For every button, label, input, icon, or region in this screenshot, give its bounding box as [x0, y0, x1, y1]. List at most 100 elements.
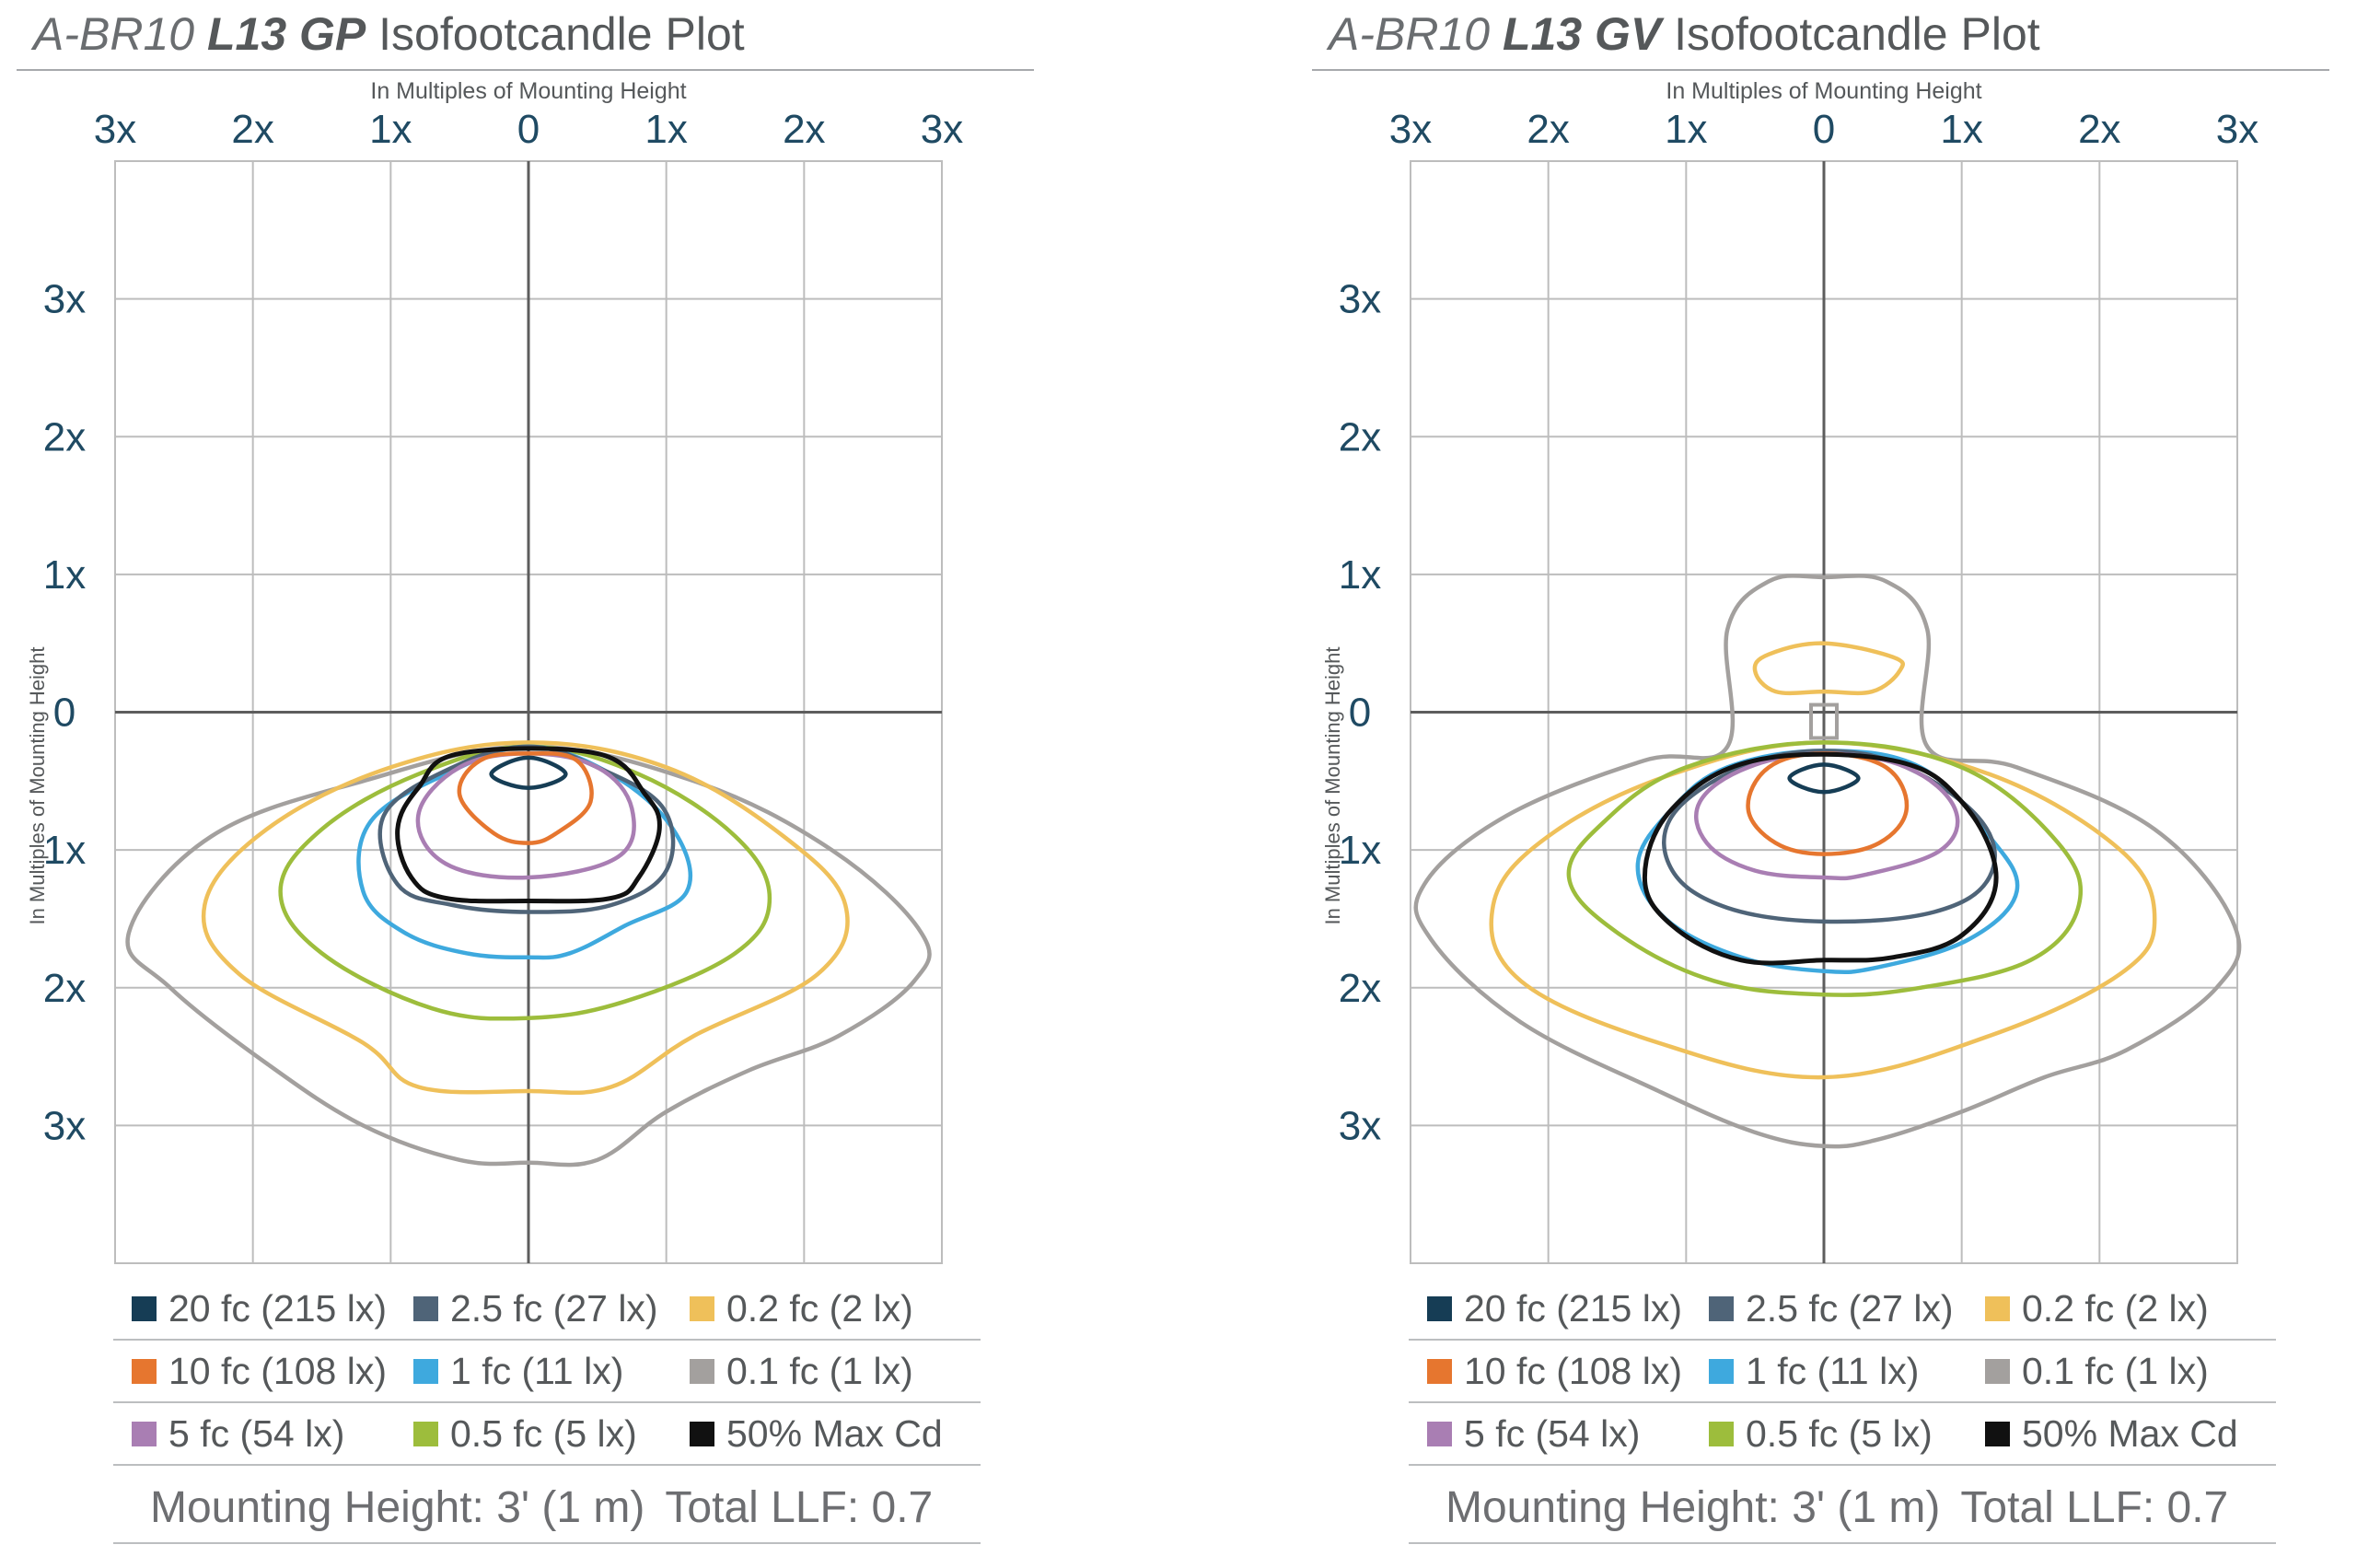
legend-label: 20 fc (215 lx)	[1464, 1286, 1682, 1330]
y-tick-label: 1x	[43, 552, 86, 598]
legend-label: 50% Max Cd	[726, 1411, 943, 1455]
legend-label: 2.5 fc (27 lx)	[1746, 1286, 1954, 1330]
legend-swatch	[1427, 1295, 1452, 1321]
legend-swatch	[413, 1358, 438, 1384]
x-tick-label: 1x	[369, 107, 412, 152]
y-tick-label: 2x	[1339, 414, 1381, 459]
title-model: L13 GP	[206, 8, 366, 60]
legend-row: 10 fc (108 lx) 1 fc (11 lx) 0.1 fc (1 lx)	[1409, 1341, 2276, 1403]
title-suffix: Isofootcandle Plot	[1661, 8, 2040, 60]
contour-0-2-fc-2-lx-	[1489, 740, 2157, 1080]
legend-label: 5 fc (54 lx)	[1464, 1411, 1641, 1455]
legend-row: 10 fc (108 lx) 1 fc (11 lx) 0.1 fc (1 lx)	[113, 1341, 981, 1403]
legend-swatch	[132, 1358, 157, 1384]
legend-label: 0.5 fc (5 lx)	[450, 1411, 637, 1455]
x-tick-label: 0	[517, 107, 540, 152]
x-tick-label: 0	[1813, 107, 1835, 152]
legend-swatch	[132, 1295, 157, 1321]
legend-item: 2.5 fc (27 lx)	[1709, 1287, 1985, 1330]
title-prefix: A-BR10	[1329, 8, 1503, 60]
contour-20-fc-215-lx-	[489, 755, 568, 791]
luminaire-marker	[1809, 703, 1839, 740]
contour-0-5-fc-5-lx-	[278, 744, 772, 1021]
y-tick-label: 3x	[1339, 277, 1381, 322]
total-llf-label: Total LLF: 0.7	[665, 1483, 934, 1532]
legend-label: 0.2 fc (2 lx)	[2022, 1286, 2209, 1330]
title-divider	[17, 69, 1034, 71]
x-axis-label: In Multiples of Mounting Height	[370, 78, 686, 104]
y-axis-label: In Multiples of Mounting Height	[1321, 646, 1344, 924]
x-tick-label: 1x	[1940, 107, 1982, 152]
legend-item: 10 fc (108 lx)	[1409, 1350, 1709, 1393]
legend-swatch	[1427, 1421, 1452, 1446]
mounting-height-label: Mounting Height: 3' (1 m)	[1446, 1483, 1941, 1532]
legend-swatch	[1709, 1295, 1734, 1321]
y-tick-label: 0	[53, 691, 75, 736]
legend-swatch	[413, 1295, 438, 1321]
x-tick-label: 3x	[921, 107, 963, 152]
mounting-height-label: Mounting Height: 3' (1 m)	[150, 1483, 645, 1532]
legend-item: 5 fc (54 lx)	[1409, 1412, 1709, 1456]
legend-swatch	[132, 1421, 157, 1446]
legend-label: 10 fc (108 lx)	[1464, 1349, 1682, 1392]
legend-label: 50% Max Cd	[2022, 1411, 2238, 1455]
legend-swatch	[690, 1421, 714, 1446]
legend-row: 20 fc (215 lx) 2.5 fc (27 lx) 0.2 fc (2 lx…	[113, 1278, 981, 1341]
chart-footer: Mounting Height: 3' (1 m) Total LLF: 0.7	[113, 1473, 981, 1544]
legend-label: 1 fc (11 lx)	[1746, 1349, 1920, 1392]
legend: 20 fc (215 lx) 2.5 fc (27 lx) 0.2 fc (2 lx…	[113, 1278, 981, 1466]
legend-swatch	[690, 1295, 714, 1321]
isofootcandle-chart: In Multiples of Mounting Height In Multip…	[1321, 78, 2258, 1264]
legend-item: 50% Max Cd	[1985, 1412, 2276, 1456]
legend-label: 20 fc (215 lx)	[168, 1286, 387, 1330]
y-axis-label: In Multiples of Mounting Height	[26, 646, 49, 924]
legend-swatch	[1985, 1421, 2010, 1446]
contour-50-max-cd	[395, 746, 662, 904]
contour-50-max-cd	[1642, 751, 1999, 966]
legend-item: 20 fc (215 lx)	[1409, 1287, 1709, 1330]
y-tick-label: 1x	[1339, 828, 1381, 873]
title-divider	[1312, 69, 2329, 71]
legend-item: 1 fc (11 lx)	[413, 1350, 690, 1393]
x-tick-label: 2x	[231, 107, 273, 152]
y-tick-label: 2x	[43, 414, 86, 459]
legend-item: 0.5 fc (5 lx)	[1709, 1412, 1985, 1456]
contour-0-5-fc-5-lx-	[1566, 740, 2084, 997]
legend-swatch	[1709, 1358, 1734, 1384]
legend-label: 0.1 fc (1 lx)	[2022, 1349, 2209, 1392]
x-tick-label: 1x	[644, 107, 687, 152]
x-tick-label: 3x	[1389, 107, 1432, 152]
contour-20-fc-215-lx-	[1787, 762, 1861, 795]
isofootcandle-chart: In Multiples of Mounting Height In Multip…	[26, 78, 963, 1264]
legend-item: 2.5 fc (27 lx)	[413, 1287, 690, 1330]
contour-0-1-fc-1-lx-	[1413, 574, 2242, 1149]
contour-10-fc-108-lx-	[1746, 751, 1910, 856]
x-tick-label: 2x	[783, 107, 825, 152]
legend-swatch	[413, 1421, 438, 1446]
panel-title: A-BR10 L13 GV Isofootcandle Plot	[1329, 7, 2040, 61]
legend-item: 10 fc (108 lx)	[113, 1350, 413, 1393]
legend-row: 5 fc (54 lx) 0.5 fc (5 lx) 50% Max Cd	[113, 1403, 981, 1466]
y-tick-label: 3x	[43, 1103, 86, 1148]
y-tick-label: 1x	[43, 828, 86, 873]
legend-row: 20 fc (215 lx) 2.5 fc (27 lx) 0.2 fc (2 lx…	[1409, 1278, 2276, 1341]
y-tick-label: 2x	[43, 966, 86, 1011]
legend-swatch	[1427, 1358, 1452, 1384]
legend-label: 0.5 fc (5 lx)	[1746, 1411, 1933, 1455]
legend-label: 0.1 fc (1 lx)	[726, 1349, 913, 1392]
contour-10-fc-108-lx-	[457, 750, 594, 845]
legend-item: 0.5 fc (5 lx)	[413, 1412, 690, 1456]
x-tick-label: 2x	[1527, 107, 1569, 152]
x-tick-label: 3x	[94, 107, 136, 152]
title-suffix: Isofootcandle Plot	[366, 8, 745, 60]
isofootcandle-panel-gp: A-BR10 L13 GP Isofootcandle Plot In Mult…	[17, 0, 1085, 1568]
isofootcandle-panel-gv: A-BR10 L13 GV Isofootcandle Plot In Mult…	[1312, 0, 2357, 1568]
y-tick-label: 1x	[1339, 552, 1381, 598]
y-tick-label: 2x	[1339, 966, 1381, 1011]
contour-0-2-fc-2-lx-	[201, 740, 850, 1096]
contour-5-fc-54-lx-	[1694, 751, 1960, 881]
legend-item: 0.1 fc (1 lx)	[1985, 1350, 2276, 1393]
legend-item: 1 fc (11 lx)	[1709, 1350, 1985, 1393]
title-model: L13 GV	[1502, 8, 1662, 60]
legend-item: 20 fc (215 lx)	[113, 1287, 413, 1330]
